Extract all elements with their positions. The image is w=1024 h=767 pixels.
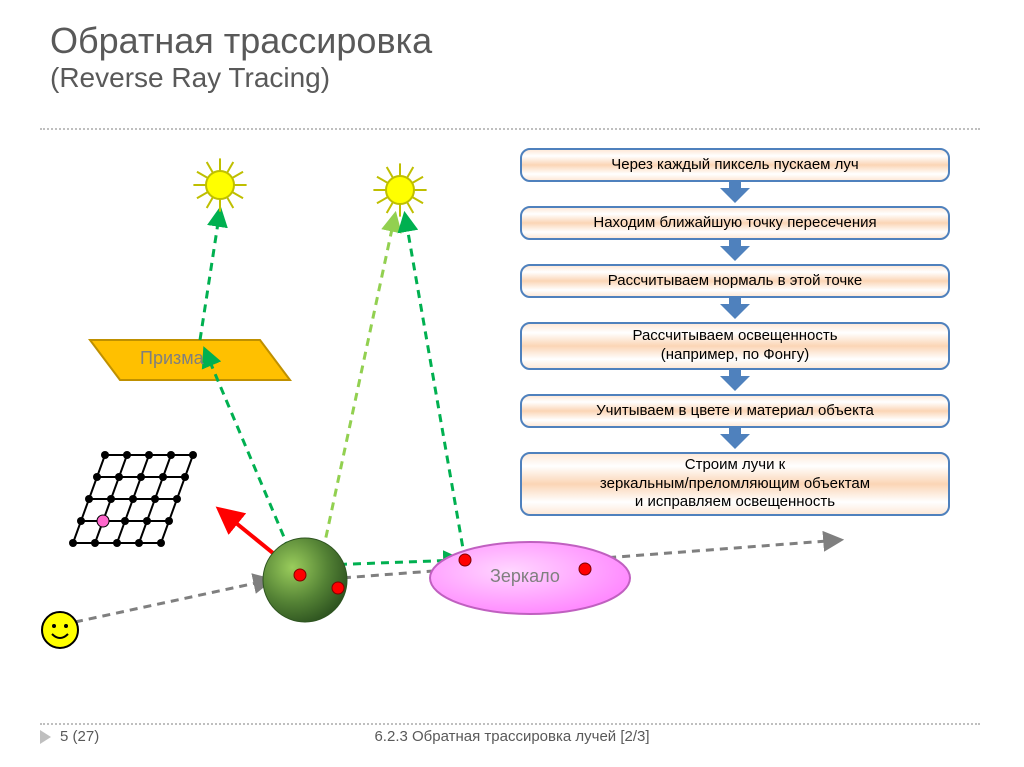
ray bbox=[200, 210, 220, 340]
footer-caption: 6.2.3 Обратная трассировка лучей [2/3] bbox=[0, 728, 1024, 745]
ray bbox=[205, 350, 300, 575]
intersection-point bbox=[579, 563, 591, 575]
footer-divider bbox=[40, 723, 980, 725]
ray bbox=[320, 215, 395, 565]
observer-smiley-icon bbox=[42, 612, 78, 648]
ray bbox=[405, 215, 465, 560]
ray bbox=[75, 580, 270, 622]
intersection-point bbox=[459, 554, 471, 566]
intersection-point bbox=[294, 569, 306, 581]
sun-icon bbox=[206, 171, 234, 199]
diagram-svg bbox=[0, 0, 1024, 767]
prism-label: Призма bbox=[140, 348, 204, 369]
mirror-label: Зеркало bbox=[490, 566, 560, 587]
sun-icon bbox=[386, 176, 414, 204]
intersection-point bbox=[332, 582, 344, 594]
sphere-shape bbox=[263, 538, 347, 622]
